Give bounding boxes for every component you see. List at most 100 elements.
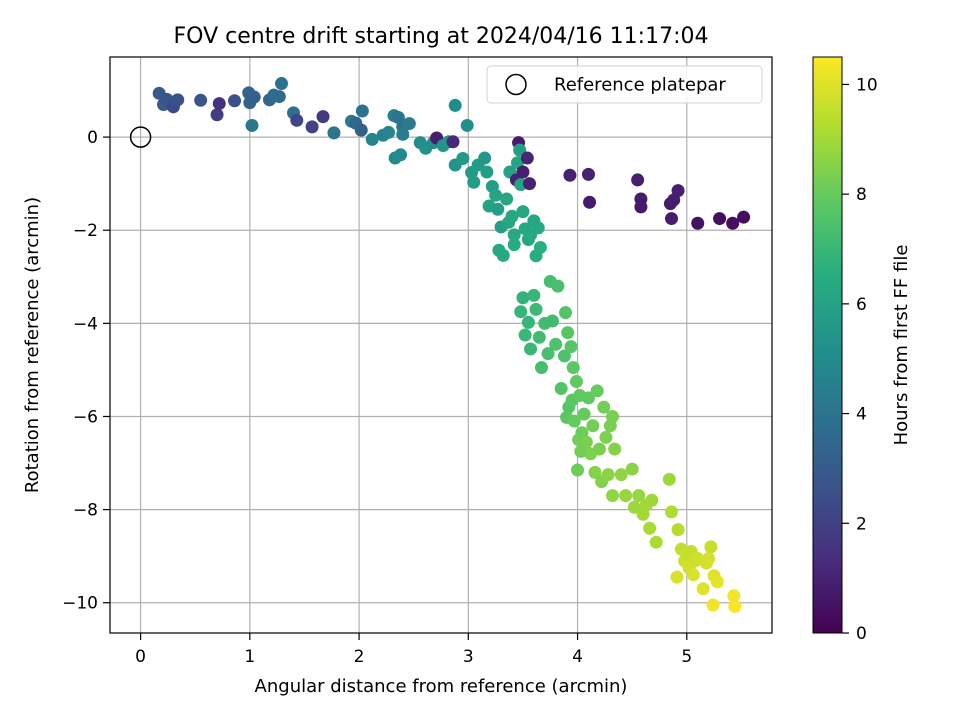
data-point	[706, 598, 720, 612]
data-point	[456, 152, 470, 166]
y-tick-label: −2	[73, 221, 98, 241]
colorbar-tick-label: 6	[856, 295, 867, 315]
data-point	[518, 328, 532, 342]
data-point	[532, 330, 546, 344]
data-point	[631, 173, 645, 187]
data-point	[327, 126, 341, 140]
data-point	[275, 77, 289, 91]
data-point	[551, 279, 565, 293]
data-point	[290, 113, 304, 127]
data-point	[171, 93, 185, 107]
data-point	[577, 407, 591, 421]
data-point	[382, 125, 396, 139]
data-point	[614, 468, 628, 482]
data-point	[632, 489, 646, 503]
data-point	[590, 384, 604, 398]
data-point	[713, 212, 727, 226]
data-point	[581, 167, 595, 181]
data-point	[619, 489, 633, 503]
data-point	[365, 132, 379, 146]
data-point	[727, 589, 741, 603]
data-point	[489, 188, 503, 202]
data-point	[545, 314, 559, 328]
data-point	[671, 523, 685, 537]
data-point	[702, 551, 716, 565]
colorbar-tick-label: 10	[856, 75, 878, 95]
x-axis-label: Angular distance from reference (arcmin)	[255, 676, 628, 697]
data-point	[567, 414, 581, 428]
data-point	[247, 90, 261, 104]
data-point	[535, 361, 549, 375]
data-point	[549, 337, 563, 351]
data-point	[645, 493, 659, 507]
colorbar-tick-label: 4	[856, 405, 867, 425]
data-point	[704, 540, 718, 554]
data-point	[586, 419, 600, 433]
data-point	[554, 382, 568, 396]
data-point	[726, 216, 740, 230]
data-point	[557, 349, 571, 363]
data-points	[152, 77, 751, 613]
data-point	[500, 192, 514, 206]
data-point	[446, 135, 460, 149]
data-point	[563, 168, 577, 182]
data-point	[569, 375, 583, 389]
data-point	[625, 462, 639, 476]
data-point	[507, 228, 521, 242]
data-point	[533, 240, 547, 254]
plot-frame	[109, 56, 773, 634]
data-point	[564, 340, 578, 354]
data-point	[467, 175, 481, 189]
y-tick-label: −4	[73, 314, 98, 334]
data-point	[460, 118, 474, 132]
y-tick-label: 0	[87, 128, 98, 148]
grid-lines	[110, 57, 772, 633]
data-point	[507, 238, 521, 252]
data-point	[520, 151, 534, 165]
data-point	[561, 326, 575, 340]
data-point	[272, 90, 286, 104]
data-point	[670, 570, 684, 584]
data-point	[627, 500, 641, 514]
data-point	[643, 521, 657, 535]
data-point	[664, 212, 678, 226]
data-point	[737, 210, 751, 224]
data-point	[571, 463, 585, 477]
data-point	[305, 120, 319, 134]
data-point	[355, 104, 369, 118]
data-point	[448, 98, 462, 112]
data-point	[388, 151, 402, 165]
x-tick-label: 5	[681, 647, 692, 667]
x-tick-label: 1	[244, 647, 255, 667]
y-tick-label: −8	[73, 501, 98, 521]
data-point	[634, 200, 648, 214]
data-point	[316, 110, 330, 124]
x-axis-ticks: 0 1 2 3 4 5	[135, 633, 692, 667]
x-tick-label: 3	[463, 647, 474, 667]
y-tick-label: −10	[62, 594, 98, 614]
data-point	[245, 118, 259, 132]
data-point	[649, 535, 663, 549]
data-point	[516, 165, 530, 179]
data-point	[696, 582, 710, 596]
legend: Reference platepar	[486, 65, 763, 104]
data-point	[579, 435, 593, 449]
y-axis-ticks: 0 −2 −4 −6 −8 −10	[62, 128, 110, 614]
data-point	[601, 468, 615, 482]
x-tick-label: 0	[135, 647, 146, 667]
data-point	[228, 94, 242, 108]
data-point	[566, 361, 580, 375]
reference-marker-group	[129, 126, 152, 148]
data-point	[491, 202, 505, 216]
data-point	[662, 472, 676, 486]
data-point	[516, 291, 530, 305]
data-point	[478, 151, 492, 165]
legend-reference-marker	[505, 73, 527, 96]
data-point	[606, 489, 620, 503]
data-point	[728, 599, 742, 613]
data-point	[527, 288, 541, 302]
x-tick-label: 2	[354, 647, 365, 667]
chart-title: FOV centre drift starting at 2024/04/16 …	[174, 24, 709, 49]
data-point	[597, 400, 611, 414]
